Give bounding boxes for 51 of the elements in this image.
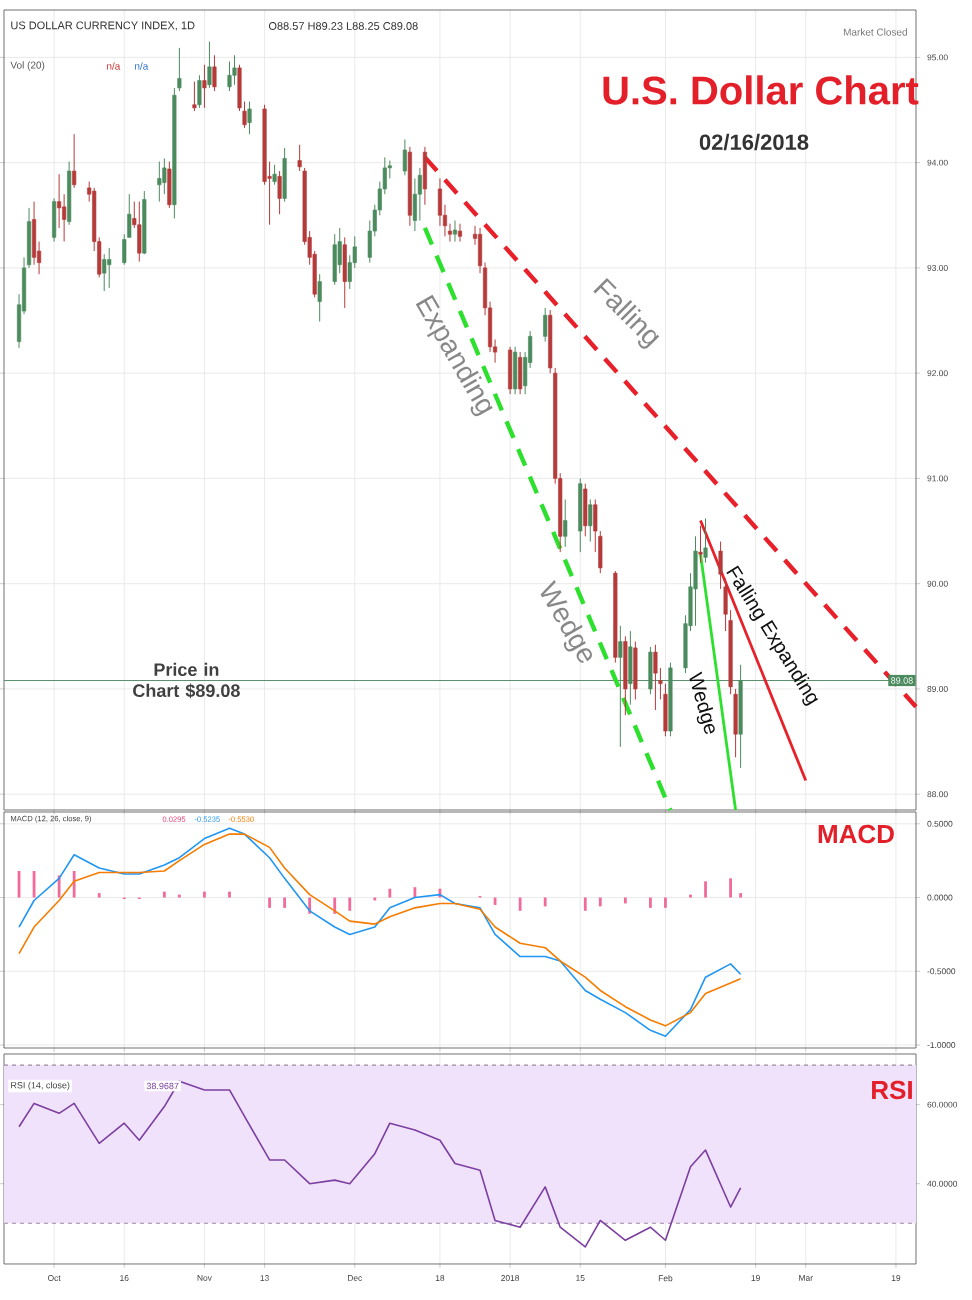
candlestick bbox=[583, 483, 588, 537]
candlestick bbox=[588, 498, 593, 543]
chart-title: MACD bbox=[818, 824, 894, 844]
ref-line-label: Price in Chart $89.08 bbox=[133, 662, 240, 699]
candlestick bbox=[137, 201, 142, 263]
candlestick bbox=[162, 157, 167, 195]
candlestick bbox=[648, 646, 653, 695]
candlestick bbox=[197, 74, 202, 109]
candlestick bbox=[457, 223, 463, 243]
candlestick bbox=[32, 201, 37, 266]
text: U.S. Dollar Chart bbox=[603, 75, 919, 105]
candlestick bbox=[277, 170, 282, 215]
candlestick bbox=[402, 138, 407, 176]
candlestick bbox=[247, 101, 252, 135]
candlestick bbox=[342, 236, 347, 309]
candlestick bbox=[563, 498, 568, 548]
candlestick bbox=[543, 307, 548, 343]
candlestick bbox=[52, 197, 57, 243]
candlestick bbox=[207, 41, 212, 89]
candlestick bbox=[157, 161, 162, 203]
candlestick bbox=[192, 81, 197, 112]
candlestick bbox=[227, 61, 232, 92]
candlestick bbox=[653, 644, 658, 711]
candlestick bbox=[508, 346, 513, 395]
candlestick bbox=[618, 625, 623, 748]
candlestick bbox=[212, 54, 217, 92]
candlestick bbox=[282, 147, 287, 203]
candlestick bbox=[102, 253, 107, 292]
candlestick bbox=[422, 146, 427, 206]
candlestick bbox=[513, 346, 518, 395]
candlestick bbox=[272, 164, 277, 186]
text: 02/16/2018 bbox=[699, 133, 809, 151]
candlestick bbox=[167, 161, 172, 209]
annotation: Wedge bbox=[689, 671, 715, 734]
candlestick bbox=[518, 351, 523, 395]
candlestick bbox=[332, 233, 337, 286]
candlestick bbox=[703, 517, 708, 564]
candlestick bbox=[698, 525, 703, 564]
candlestick bbox=[317, 273, 322, 323]
candlestick bbox=[628, 630, 633, 706]
candlestick bbox=[232, 54, 237, 86]
candlestick bbox=[452, 220, 458, 243]
candlestick bbox=[693, 535, 698, 627]
candlestick bbox=[733, 688, 738, 758]
candlestick bbox=[107, 247, 112, 289]
candlestick bbox=[623, 635, 628, 716]
text: RSI bbox=[872, 1080, 912, 1100]
candlestick bbox=[72, 133, 77, 189]
candlestick bbox=[633, 641, 638, 700]
candlestick bbox=[202, 64, 207, 109]
candlestick bbox=[578, 477, 583, 553]
